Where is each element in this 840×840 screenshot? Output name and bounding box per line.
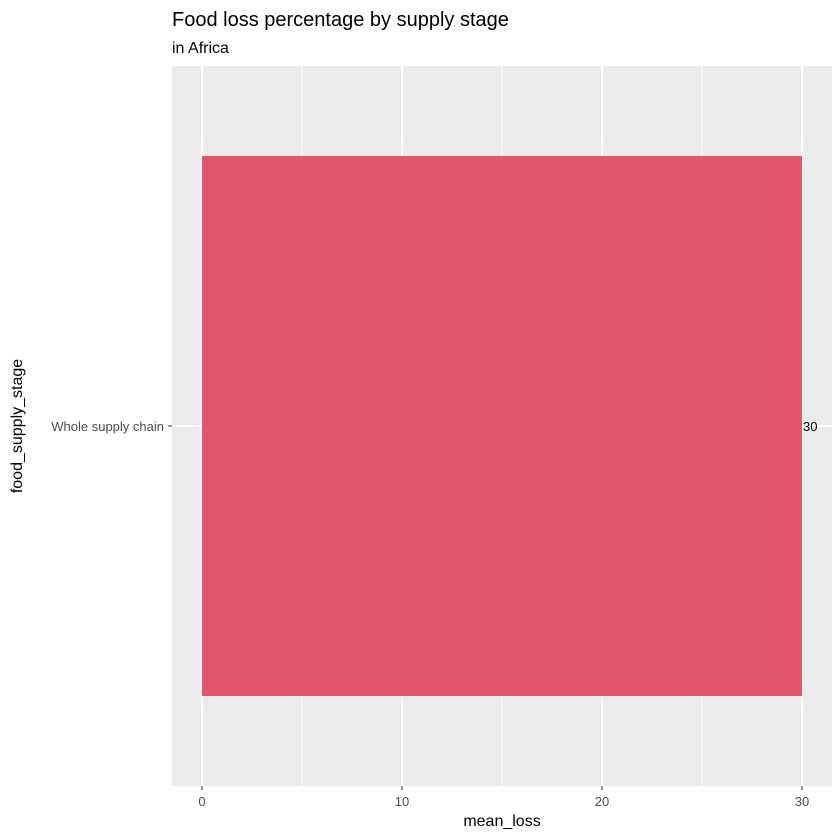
bar (202, 156, 802, 696)
x-axis-title: mean_loss (463, 813, 540, 830)
y-axis-title: food_supply_stage (9, 359, 26, 493)
x-tick-label: 20 (595, 794, 609, 809)
bar-value-label: 30 (803, 419, 817, 434)
x-tick-label: 10 (395, 794, 409, 809)
x-tick-label: 30 (795, 794, 809, 809)
x-tick-label: 0 (198, 794, 205, 809)
bar-layer: 30 (202, 156, 817, 696)
axis-layer: 0 10 20 30 Whole supply chain (51, 419, 809, 809)
y-tick-label: Whole supply chain (51, 419, 164, 434)
chart-title: Food loss percentage by supply stage (172, 9, 509, 31)
chart-subtitle: in Africa (172, 40, 229, 57)
